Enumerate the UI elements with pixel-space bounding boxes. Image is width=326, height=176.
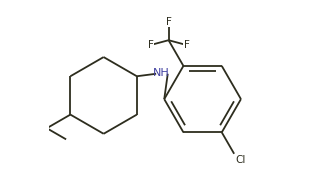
Text: Cl: Cl	[235, 155, 246, 165]
Text: F: F	[166, 17, 171, 27]
Text: F: F	[184, 40, 189, 50]
Text: F: F	[148, 40, 154, 50]
Text: NH: NH	[153, 68, 170, 78]
